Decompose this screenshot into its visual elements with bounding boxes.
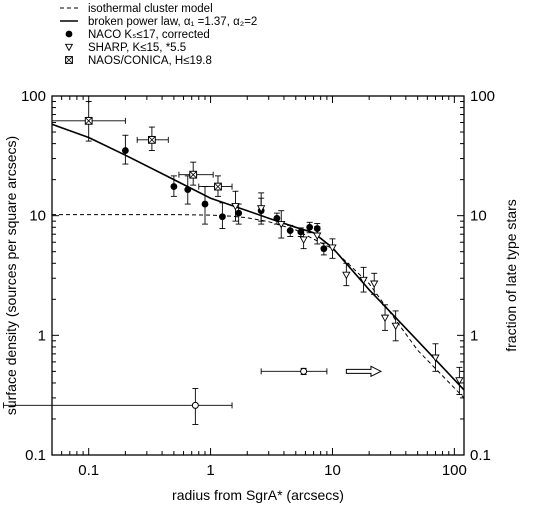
legend-label: isothermal cluster model xyxy=(88,3,213,15)
point-sharp xyxy=(277,220,286,229)
y-tick-label: 100 xyxy=(21,88,46,105)
point-naco xyxy=(121,147,129,154)
point-naos-cross xyxy=(148,136,156,144)
y-tick-label: 0.1 xyxy=(25,447,46,464)
isothermal-model-line xyxy=(52,214,465,399)
y-tick-label-right: 100 xyxy=(470,88,495,105)
legend-label: NACO Kₛ≤17, corrected xyxy=(88,29,210,41)
y-tick-label: 1 xyxy=(38,327,46,344)
point-naco xyxy=(235,209,243,217)
point-naco xyxy=(286,227,294,235)
point-naos-cross xyxy=(189,171,197,179)
legend-item: NAOS/CONICA, H≤19.8 xyxy=(65,55,212,67)
legend-label: broken power law, α₁ =1.37, α₂=2 xyxy=(88,16,257,28)
point-sharp xyxy=(342,271,351,280)
point-sharp xyxy=(256,205,266,213)
legend-item: isothermal cluster model xyxy=(60,3,213,15)
legend-label: SHARP, K≤15, *5.5 xyxy=(88,42,186,54)
point-naco xyxy=(313,225,321,232)
axis-ticks xyxy=(51,95,464,456)
y-tick-label-right: 1 xyxy=(470,327,478,344)
point-naos-cross xyxy=(65,56,73,64)
point-naco xyxy=(184,186,192,194)
point-naco xyxy=(297,228,305,236)
x-tick-label: 10 xyxy=(324,462,341,479)
point-open-circle xyxy=(191,401,199,409)
y-tick-label-right: 0.1 xyxy=(470,447,491,464)
point-naco xyxy=(170,183,178,190)
point-naco xyxy=(320,245,328,253)
point-sharp xyxy=(64,43,74,52)
x-axis-label: radius from SgrA* (arcsecs) xyxy=(172,487,344,503)
arrow-right xyxy=(345,365,383,378)
y-axis-label: surface density (sources per square arcs… xyxy=(3,136,19,415)
point-sharp xyxy=(380,314,390,323)
point-sharp xyxy=(313,232,322,241)
x-tick-label: 100 xyxy=(442,462,467,479)
plot-frame xyxy=(51,95,465,456)
point-sharp xyxy=(231,203,240,211)
point-sharp xyxy=(391,322,400,331)
legend-item: broken power law, α₁ =1.37, α₂=2 xyxy=(60,16,257,28)
x-tick-label: 1 xyxy=(206,462,214,479)
y-tick-label-right: 10 xyxy=(470,208,487,225)
point-sharp xyxy=(370,280,379,289)
error-bars xyxy=(3,101,463,425)
legend-label: NAOS/CONICA, H≤19.8 xyxy=(88,55,212,67)
point-naos-cross xyxy=(214,182,222,191)
point-sharp xyxy=(455,377,464,385)
x-tick-label: 0.1 xyxy=(78,462,99,479)
point-sharp xyxy=(359,276,368,285)
point-naos-cross xyxy=(85,117,93,125)
y-axis-label-right: fraction of late type stars xyxy=(503,199,519,352)
point-sharp xyxy=(299,236,308,245)
broken-power-law-line xyxy=(51,123,465,391)
point-naco xyxy=(306,223,314,231)
legend-item: NACO Kₛ≤17, corrected xyxy=(65,29,210,41)
y-tick-label: 10 xyxy=(29,208,46,225)
point-naco xyxy=(273,214,281,222)
point-naco xyxy=(201,200,209,208)
point-naco xyxy=(65,30,73,38)
point-naco xyxy=(218,213,226,221)
data-markers xyxy=(84,116,464,409)
point-open-circle xyxy=(300,367,308,375)
model-curves xyxy=(51,123,465,399)
point-sharp xyxy=(328,244,337,253)
annotations xyxy=(345,365,383,378)
point-sharp xyxy=(431,354,440,363)
legend-item: SHARP, K≤15, *5.5 xyxy=(64,42,186,54)
